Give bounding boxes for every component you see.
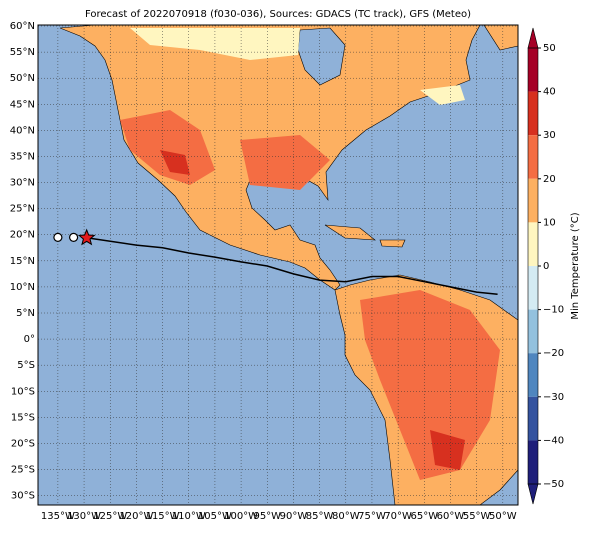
lat-label: 30°S [11, 491, 35, 502]
lon-label: 50°W [489, 511, 517, 522]
warm-patch [120, 110, 500, 480]
lat-label: 25°S [11, 465, 35, 476]
colorbar-segment [528, 440, 538, 484]
colorbar-tick-label: 40 [543, 87, 556, 98]
lon-label: 95°W [253, 511, 281, 522]
lon-label: 130°W [67, 511, 101, 522]
lon-label: 70°W [384, 511, 412, 522]
lat-label: 40°N [10, 125, 35, 136]
colorbar-segment [528, 266, 538, 310]
lon-label: 100°W [224, 511, 258, 522]
lon-label: 80°W [332, 511, 360, 522]
colorbar-tick-label: −40 [543, 435, 564, 446]
lat-label: 45°N [10, 99, 35, 110]
past-position [68, 232, 79, 242]
lat-label: 15°S [11, 412, 35, 423]
colorbar-extend-bottom [527, 483, 539, 505]
lat-label: 25°N [10, 204, 35, 215]
lon-label: 110°W [172, 511, 206, 522]
lat-label: 5°N [16, 308, 35, 319]
lat-label: 35°N [10, 151, 35, 162]
lon-label: 55°W [463, 511, 491, 522]
colorbar-tick-label: 0 [543, 261, 549, 272]
colorbar-extend-top [527, 27, 539, 49]
hudson-bay [297, 27, 346, 86]
hot-patch [160, 150, 465, 470]
colorbar-segment [528, 178, 538, 223]
lon-label: 135°W [41, 511, 75, 522]
lat-label: 60°N [10, 21, 35, 32]
lon-label: 90°W [280, 511, 308, 522]
lon-label: 120°W [119, 511, 153, 522]
lat-label: 10°N [10, 282, 35, 293]
colorbar-tick-label: −20 [543, 348, 564, 359]
islands [324, 224, 406, 248]
lat-label: 50°N [10, 73, 35, 84]
lon-label: 125°W [93, 511, 127, 522]
colorbar-segment [528, 222, 538, 266]
title: Forecast of 2022070918 (f030-036), Sourc… [85, 9, 471, 20]
colorbar-segment [528, 353, 538, 397]
map-area [37, 24, 519, 506]
lat-label: 0° [24, 334, 35, 345]
lat-label: 20°S [11, 438, 35, 449]
colorbar-segment [528, 48, 538, 92]
colorbar-tick-label: −10 [543, 305, 564, 316]
lat-label: 15°N [10, 256, 35, 267]
colorbar-tick-label: −30 [543, 392, 564, 403]
colorbar-segment [528, 396, 538, 441]
lat-label: 10°S [11, 386, 35, 397]
lat-label: 30°N [10, 178, 35, 189]
colorbar: 50 40 30 20 10 0 −10 −20 −30 −40 −50 [527, 27, 564, 505]
colorbar-tick-label: −50 [543, 479, 564, 490]
lon-label: 65°W [410, 511, 438, 522]
lat-label: 5°S [17, 360, 35, 371]
lat-label: 20°N [10, 230, 35, 241]
colorbar-segment [528, 309, 538, 354]
map-frame [37, 24, 519, 506]
lon-label: 60°W [437, 511, 465, 522]
lat-label: 55°N [10, 47, 35, 58]
cold-patch [130, 28, 465, 105]
lon-label: 75°W [358, 511, 386, 522]
colorbar-tick-label: 30 [543, 130, 556, 141]
colorbar-segment [528, 91, 538, 136]
track-layer [53, 228, 498, 295]
colorbar-label: Min Temperature (°C) [570, 212, 581, 319]
lon-label: 85°W [306, 511, 334, 522]
colorbar-tick-label: 20 [543, 174, 556, 185]
track-line [83, 236, 498, 295]
colorbar-segment [528, 135, 538, 179]
lon-label: 115°W [146, 511, 180, 522]
colorbar-tick-label: 10 [543, 217, 556, 228]
lon-label: 105°W [198, 511, 232, 522]
current-position [77, 228, 96, 246]
grid [38, 25, 518, 505]
past-position [53, 232, 63, 242]
colorbar-tick-label: 50 [543, 43, 556, 54]
